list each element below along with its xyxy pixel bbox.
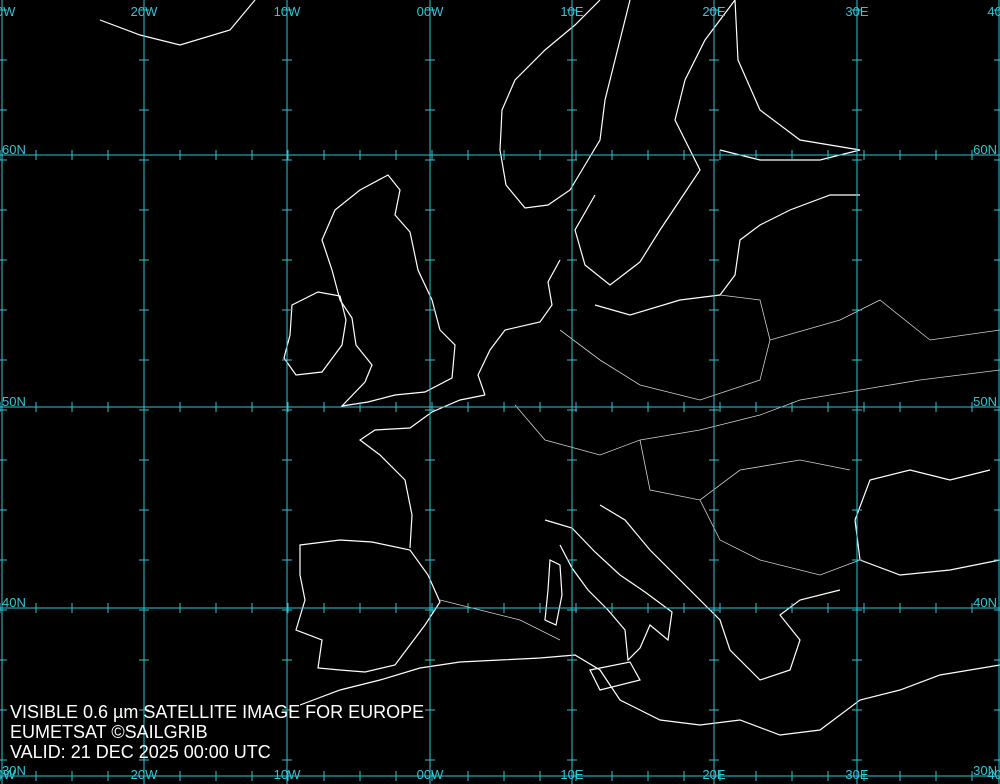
adriatic-balkans xyxy=(599,504,841,681)
longitude-label: 40E xyxy=(987,767,1000,782)
latitude-label: 50N xyxy=(2,394,26,409)
sardinia-corsica xyxy=(544,559,563,626)
black-sea xyxy=(854,469,1000,576)
sweden-finland xyxy=(574,0,861,286)
longitude-label: 10E xyxy=(560,4,583,19)
latitude-label: 60N xyxy=(2,142,26,157)
longitude-label: 30W xyxy=(0,4,16,19)
caption-line: VISIBLE 0.6 µm SATELLITE IMAGE FOR EUROP… xyxy=(10,702,424,722)
latitude-label: 30N xyxy=(973,763,997,778)
norway xyxy=(499,0,631,209)
longitude-label: 20W xyxy=(131,4,158,19)
sicily xyxy=(589,661,641,691)
longitude-label: 20E xyxy=(702,767,725,782)
longitude-label: 20E xyxy=(702,4,725,19)
iceland xyxy=(99,0,256,46)
longitude-label: 30E xyxy=(845,4,868,19)
longitude-label: 30E xyxy=(845,767,868,782)
longitude-label: 10W xyxy=(274,4,301,19)
caption-line: EUMETSAT ©SAILGRIB xyxy=(10,722,208,742)
latitude-label: 50N xyxy=(973,394,997,409)
latitude-label: 60N xyxy=(973,142,997,157)
low-countries xyxy=(477,259,561,396)
longitude-label: 20W xyxy=(131,767,158,782)
coastlines xyxy=(99,0,1000,736)
latitude-label: 30N xyxy=(2,763,26,778)
latitude-label: 40N xyxy=(973,595,997,610)
north-africa xyxy=(299,654,1000,736)
longitude-label: 40E xyxy=(987,4,1000,19)
great-britain xyxy=(321,174,456,407)
italy xyxy=(544,519,673,662)
longitude-label: 30W xyxy=(0,767,16,782)
longitude-label: 10E xyxy=(560,767,583,782)
caption-line: VALID: 21 DEC 2025 00:00 UTC xyxy=(10,742,271,762)
graticule-labels: 30W 30W 20W 20W 10W 10W 00W 00W 10E 10E 20E 20E 30E 3… xyxy=(0,4,1000,782)
longitude-label: 00W xyxy=(417,4,444,19)
iberia xyxy=(295,539,441,673)
caption: VISIBLE 0.6 µm SATELLITE IMAGE FOR EUROP… xyxy=(10,702,424,762)
longitude-label: 10W xyxy=(274,767,301,782)
france xyxy=(358,394,486,549)
baltic-coast xyxy=(594,194,860,316)
longitude-label: 00W xyxy=(417,767,444,782)
latitude-label: 40N xyxy=(2,595,26,610)
